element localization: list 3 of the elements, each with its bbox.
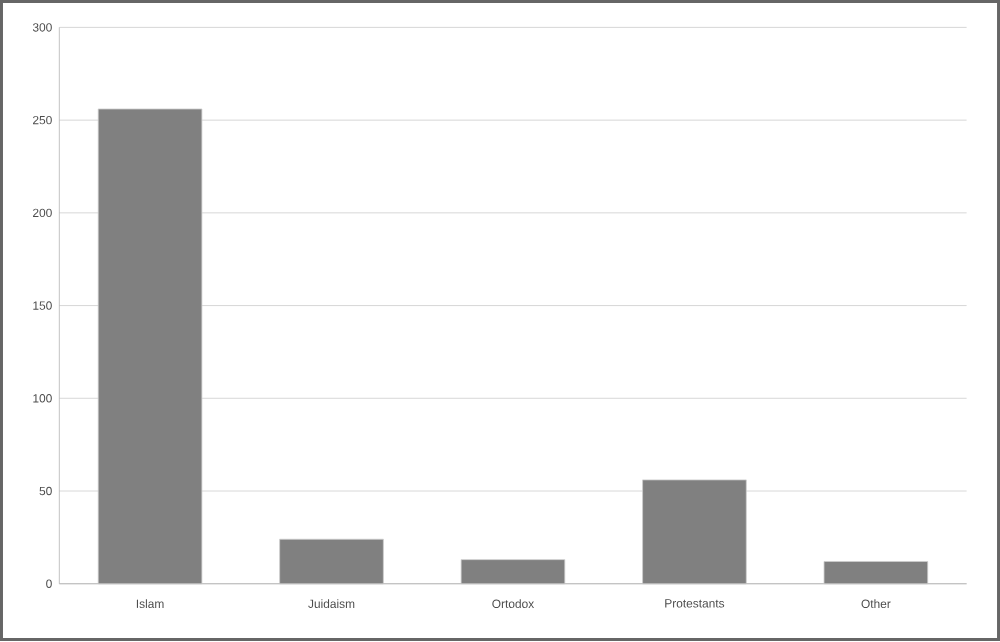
bar [823,561,929,585]
bar [279,539,384,585]
bar [460,559,566,585]
